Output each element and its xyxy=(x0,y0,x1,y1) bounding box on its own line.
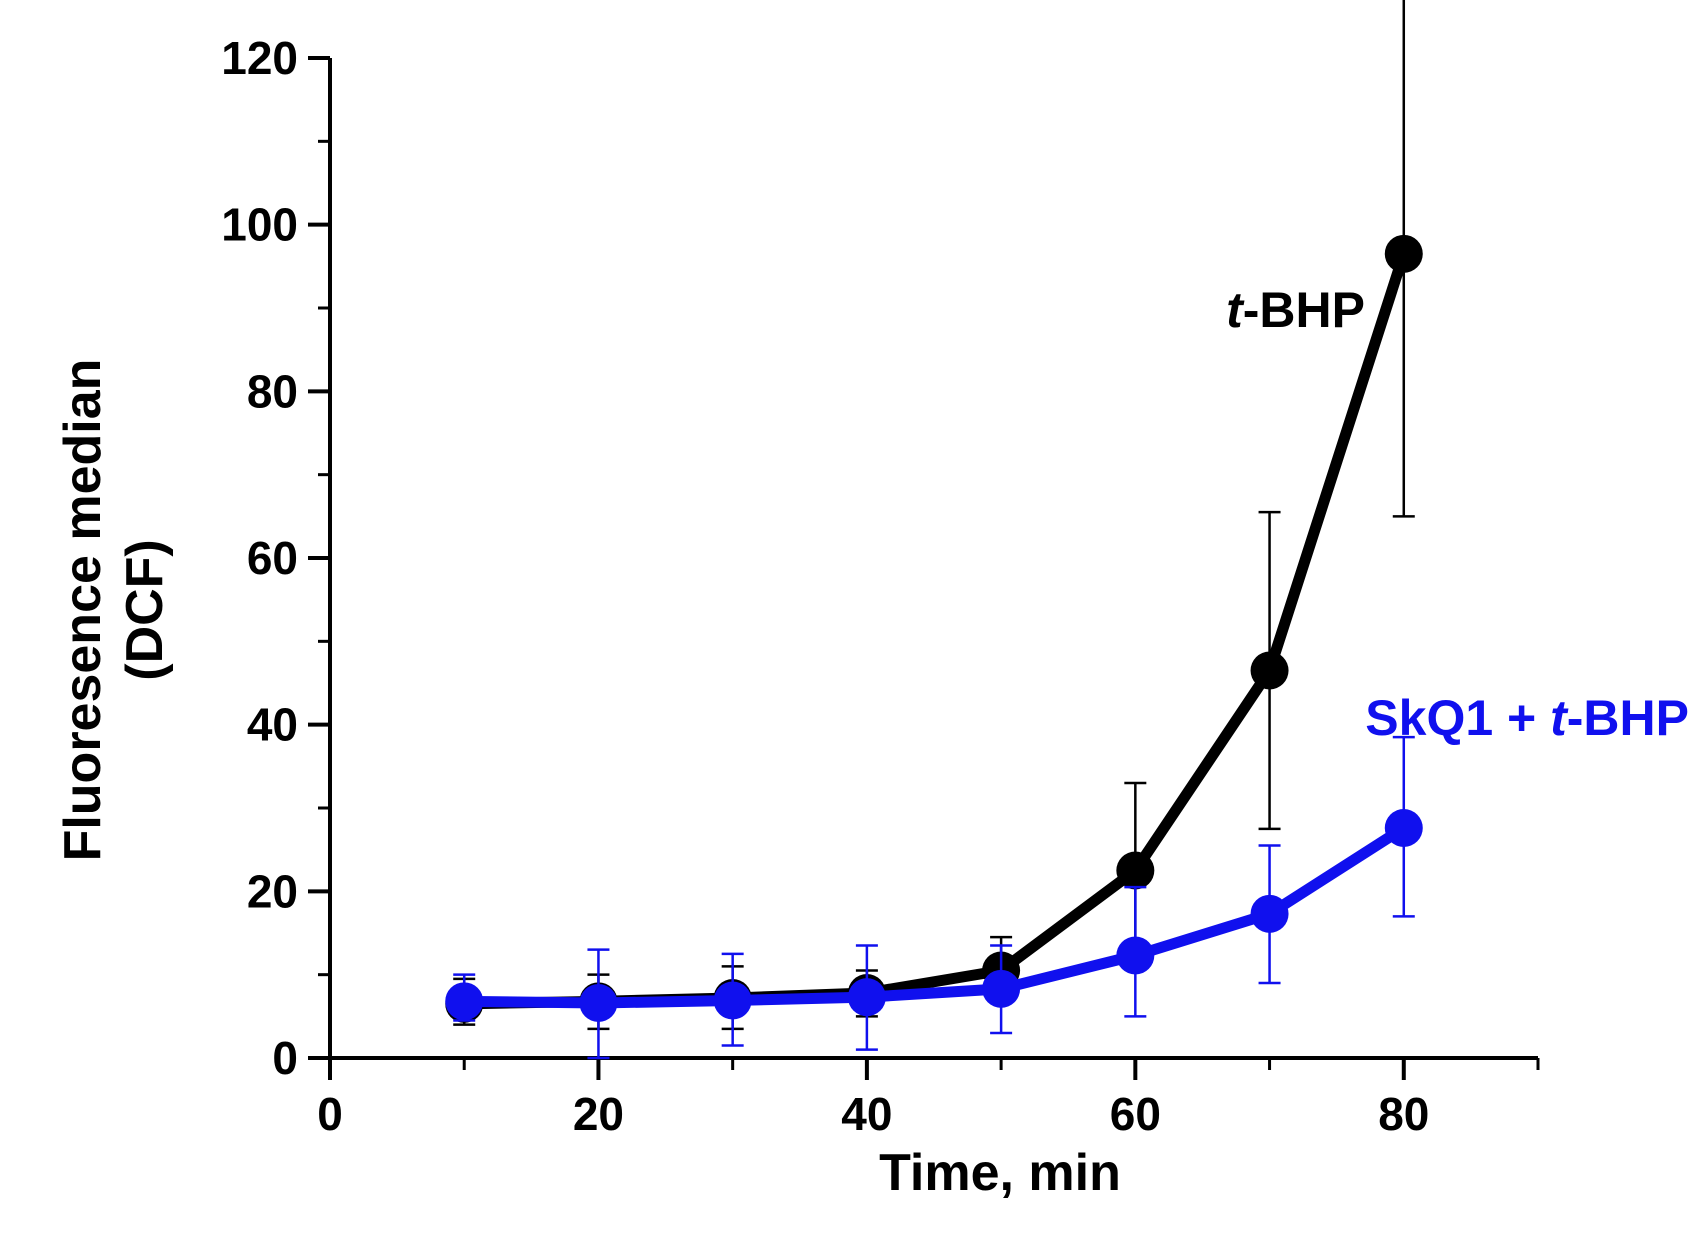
series-label-skq1-t-bhp: SkQ1 + t-BHP xyxy=(1365,690,1689,746)
data-point xyxy=(1250,651,1289,690)
y-tick-label: 120 xyxy=(221,32,298,84)
data-point xyxy=(1384,809,1423,847)
data-point xyxy=(713,981,752,1020)
x-tick-label: 0 xyxy=(317,1088,343,1140)
data-point xyxy=(1250,894,1289,933)
data-point xyxy=(847,978,886,1017)
series-0 xyxy=(445,0,1423,1031)
data-point xyxy=(579,984,618,1022)
series-1 xyxy=(445,735,1423,1060)
y-axis-title-line-2: (DCF) xyxy=(116,539,174,681)
x-tick-label: 20 xyxy=(573,1088,624,1140)
y-axis-title-line-1: Fluoresence median xyxy=(54,359,112,862)
series-line xyxy=(464,823,1407,1009)
x-tick-label: 60 xyxy=(1110,1088,1161,1140)
series-line xyxy=(464,252,1410,1010)
series-label-t-bhp: t-BHP xyxy=(1226,282,1365,338)
x-tick-label: 80 xyxy=(1378,1088,1429,1140)
axes: 0 20 40 60 80 100 120 0 20 40 60 80 xyxy=(221,32,1540,1140)
data-point xyxy=(1116,936,1155,975)
data-point xyxy=(1384,234,1423,273)
x-axis-title: Time, min xyxy=(879,1144,1121,1202)
y-axis-title: Fluoresence median (DCF) xyxy=(54,359,174,862)
data-point xyxy=(982,969,1021,1008)
data-point xyxy=(1116,851,1155,890)
series-layer xyxy=(445,0,1423,1060)
y-tick-label: 100 xyxy=(221,199,298,251)
y-tick-label: 20 xyxy=(247,865,298,917)
y-tick-label: 40 xyxy=(247,699,298,751)
y-tick-label: 60 xyxy=(247,532,298,584)
x-tick-label: 40 xyxy=(841,1088,892,1140)
y-tick-label: 0 xyxy=(272,1032,298,1084)
data-point xyxy=(445,982,484,1021)
y-tick-label: 80 xyxy=(247,365,298,417)
